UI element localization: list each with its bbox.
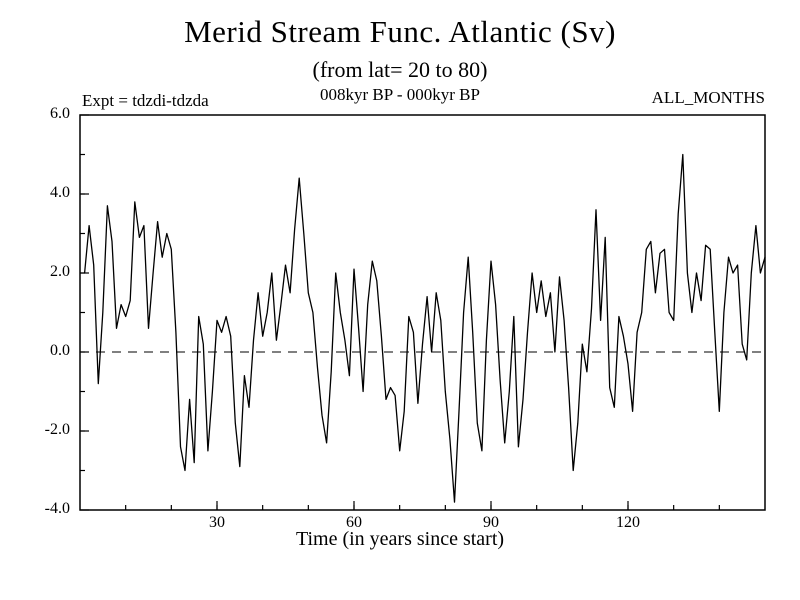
x-tick-label: 90 bbox=[483, 514, 499, 531]
chart-title: Merid Stream Func. Atlantic (Sv) bbox=[184, 14, 616, 49]
x-tick-label: 30 bbox=[209, 514, 225, 531]
x-tick-label: 120 bbox=[616, 514, 640, 531]
y-tick-label: -2.0 bbox=[44, 421, 70, 438]
annotation-period: 008kyr BP - 000kyr BP bbox=[320, 85, 480, 104]
y-tick-label: 4.0 bbox=[50, 184, 70, 201]
y-tick-label: 2.0 bbox=[50, 263, 70, 280]
x-axis-label: Time (in years since start) bbox=[295, 528, 505, 550]
annotation-experiment: Expt = tdzdi-tdzda bbox=[82, 91, 209, 110]
y-tick-label: 0.0 bbox=[50, 342, 70, 359]
timeseries-line bbox=[83, 153, 766, 503]
annotation-months: ALL_MONTHS bbox=[651, 88, 765, 107]
axis-ticks bbox=[80, 114, 720, 511]
x-tick-label: 60 bbox=[346, 514, 362, 531]
y-tick-label: -4.0 bbox=[44, 500, 70, 517]
y-tick-label: 6.0 bbox=[50, 105, 70, 122]
plot-border bbox=[79, 114, 766, 511]
chart-subtitle: (from lat= 20 to 80) bbox=[312, 57, 488, 82]
